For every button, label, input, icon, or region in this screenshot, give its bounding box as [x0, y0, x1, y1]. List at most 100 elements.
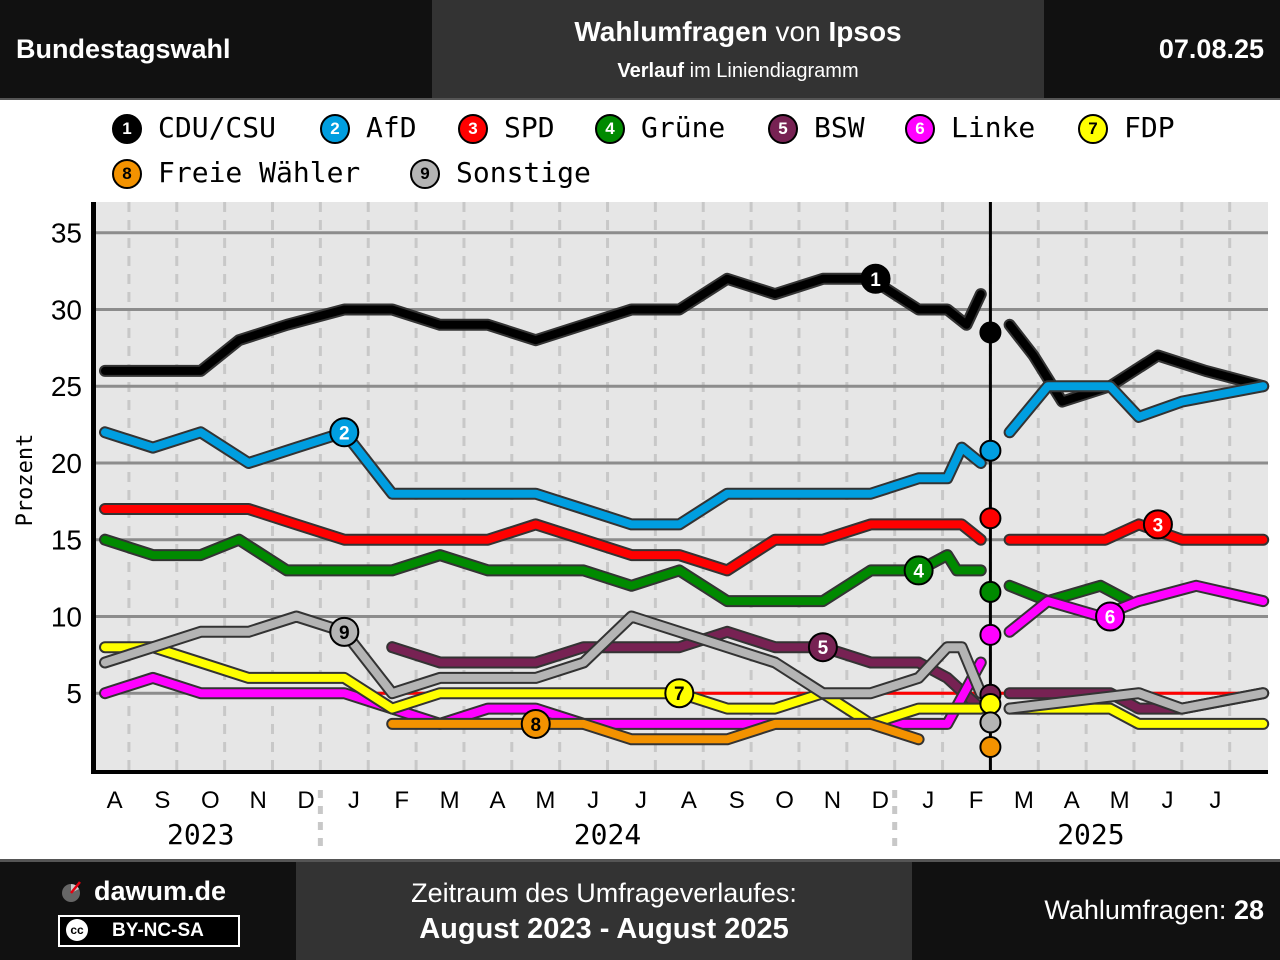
x-axis [91, 770, 1268, 774]
period-value: August 2023 - August 2025 [419, 913, 789, 945]
legend-marker: 3 [458, 114, 488, 144]
license-text: BY-NC-SA [112, 920, 204, 941]
y-tick-label: 30 [51, 294, 82, 325]
period-label: Zeitraum des Umfrageverlaufes: [411, 878, 797, 908]
x-tick-label: A [489, 787, 505, 814]
x-tick-label: N [249, 787, 266, 814]
title-part-2: von [767, 16, 829, 47]
cc-icon: cc [66, 919, 88, 941]
subtitle-part-1: Verlauf [617, 60, 685, 82]
series-badge-number: 8 [530, 715, 541, 736]
title-part-1: Wahlumfragen [574, 16, 768, 47]
legend-label: Linke [951, 111, 1036, 144]
series-badge [520, 708, 551, 739]
election-name: Bundestagswahl [16, 34, 231, 64]
series-badge-number: 7 [674, 684, 685, 705]
x-tick-label: J [1209, 787, 1221, 814]
title-part-3: Ipsos [828, 16, 902, 47]
header-center-panel [432, 0, 1044, 98]
series-line [1005, 520, 1268, 544]
footer-right-panel [912, 862, 1280, 960]
year-label: 2023 [167, 818, 234, 851]
x-tick-label: J [922, 787, 934, 814]
y-tick-label: 35 [51, 218, 82, 249]
series-line [101, 612, 985, 698]
series-line [101, 274, 985, 375]
x-tick-label: N [824, 787, 841, 814]
x-tick-label: A [681, 787, 697, 814]
series-badge [807, 632, 838, 663]
series-badge-number: 6 [1105, 607, 1116, 628]
election-result-marker [979, 692, 1002, 715]
chart-subtitle: Verlauf im Liniendiagramm [432, 60, 1044, 83]
legend-marker: 4 [595, 114, 625, 144]
x-tick-label: S [729, 787, 745, 814]
election-result-marker [979, 321, 1002, 344]
header-divider [0, 98, 1280, 100]
series-badge-number: 2 [339, 423, 350, 444]
year-label: 2024 [574, 818, 641, 851]
series-badge-number: 1 [870, 270, 881, 291]
y-tick-label: 5 [66, 678, 82, 709]
series-badge-number: 4 [913, 561, 924, 582]
series-badge [860, 263, 891, 294]
legend-marker: 9 [410, 159, 440, 189]
legend-label: SPD [504, 111, 555, 144]
x-tick-label: M [1014, 787, 1034, 814]
subtitle-part-2: im Liniendiagramm [684, 60, 859, 82]
legend-label: AfD [366, 111, 417, 144]
header: Bundestagswahl Wahlumfragen von Ipsos Ve… [0, 0, 1280, 98]
x-tick-label: M [1110, 787, 1130, 814]
header-left-panel [0, 0, 432, 98]
legend-label: BSW [814, 111, 865, 144]
election-result-marker [979, 623, 1002, 646]
series-badge [1095, 601, 1126, 632]
footer-center-panel [296, 862, 912, 960]
legend-marker: 8 [112, 159, 142, 189]
x-tick-label: A [1064, 787, 1080, 814]
series-badge [1142, 509, 1173, 540]
series-badge [329, 616, 360, 647]
series-line [101, 505, 985, 575]
x-tick-label: J [1161, 787, 1173, 814]
y-tick-label: 15 [51, 525, 82, 556]
legend: 1 CDU/CSU 2 AfD 3 SPD 4 Grüne 5 BSW 6 Linke 7 FDP 8 Fre… [0, 100, 1280, 200]
y-axis [91, 202, 96, 773]
election-result-marker [979, 711, 1002, 734]
x-tick-label: D [297, 787, 314, 814]
poll-count-label: Wahlumfragen: [1044, 895, 1234, 925]
series-line [101, 428, 985, 529]
license-badge[interactable]: cc BY-NC-SA [58, 915, 240, 947]
legend-marker: 6 [905, 114, 935, 144]
legend-label: CDU/CSU [158, 111, 277, 144]
election-result-marker [979, 507, 1002, 530]
series-badge-number: 5 [818, 638, 829, 659]
election-result-marker [979, 580, 1002, 603]
series-line [388, 719, 923, 744]
x-tick-label: J [587, 787, 599, 814]
brand-name[interactable]: dawum.de [94, 876, 227, 906]
x-tick-label: D [872, 787, 889, 814]
election-result-marker [979, 439, 1002, 462]
dawum-logo-icon [62, 881, 81, 902]
x-tick-label: F [394, 787, 409, 814]
x-tick-label: M [440, 787, 460, 814]
chart-title: Wahlumfragen von Ipsos [432, 16, 1044, 48]
y-tick-label: 20 [51, 448, 82, 479]
election-result-marker [979, 735, 1002, 758]
x-tick-label: M [535, 787, 555, 814]
x-tick-label: J [635, 787, 647, 814]
footer-divider [0, 859, 1280, 862]
y-axis-label: Prozent [13, 434, 38, 527]
series-badge-number: 3 [1153, 515, 1164, 536]
series-badge [903, 555, 934, 586]
x-tick-label: J [348, 787, 360, 814]
x-tick-label: A [107, 787, 123, 814]
x-tick-label: S [154, 787, 170, 814]
legend-marker: 1 [112, 114, 142, 144]
header-right-panel [1044, 0, 1280, 98]
series-line [101, 535, 985, 606]
legend-marker: 7 [1078, 114, 1108, 144]
x-tick-label: O [775, 787, 794, 814]
